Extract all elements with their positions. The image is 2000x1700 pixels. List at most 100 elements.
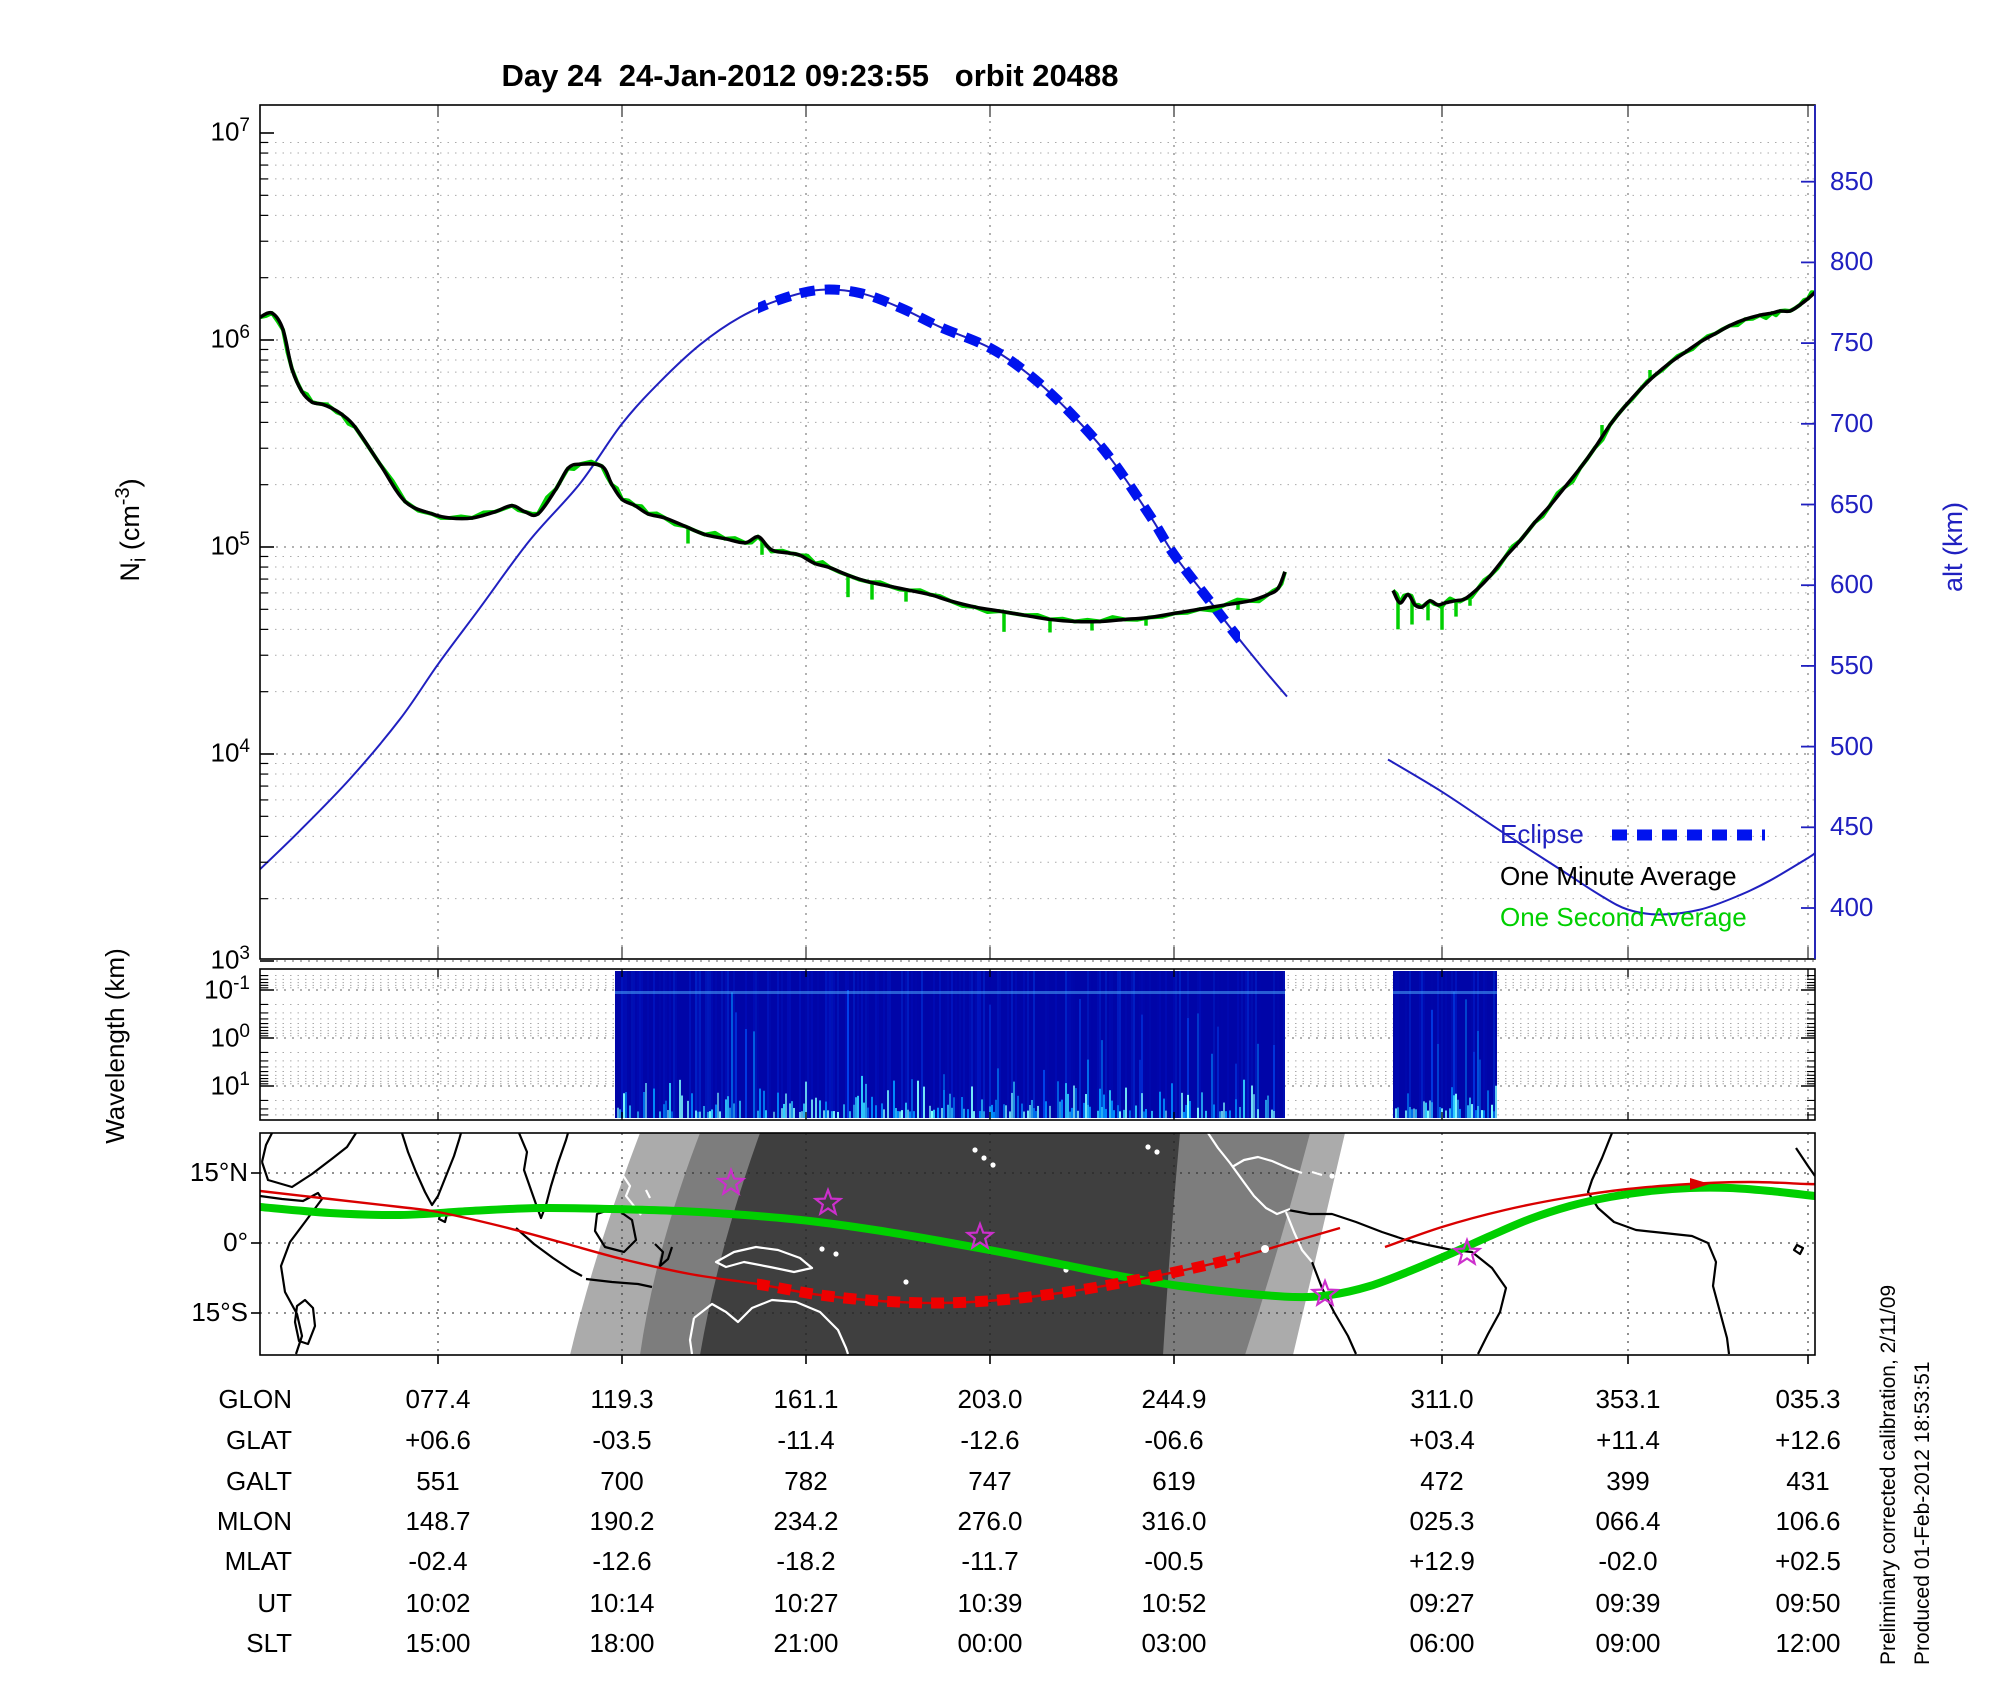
table-cell: 09:50 [1775,1588,1841,1618]
table-cell: -12.6 [592,1546,652,1576]
table-cell: 10:14 [589,1588,655,1618]
table-cell: 353.1 [1595,1384,1661,1414]
one-second-average-curve [260,290,1815,633]
alt-tick-label: 800 [1830,246,1874,277]
wavelength-axis-label: Wavelength (km) [100,948,130,1144]
table-row-label: GALT [226,1466,292,1496]
table-cell: -06.6 [1144,1425,1204,1455]
eclipse-altitude-dashes [758,284,1240,649]
wavelength-box [259,968,1816,1121]
wavelength-tick-label: 101 [210,1069,251,1101]
track-marker-dot [1261,1245,1269,1253]
coastline [1231,1155,1303,1175]
table-cell: -00.5 [1144,1546,1204,1576]
table-cell: 09:00 [1595,1628,1661,1658]
coastline [1311,1170,1323,1177]
table-cell: 10:39 [957,1588,1023,1618]
table-cell: 316.0 [1141,1506,1207,1536]
table-cell: 106.6 [1775,1506,1841,1536]
table-row-label: GLAT [226,1425,292,1455]
coastline [645,1189,651,1199]
table-cell: -02.4 [408,1546,468,1576]
table-cell: 09:27 [1409,1588,1475,1618]
alt-tick-label: 400 [1830,892,1874,922]
star-marker [1309,1277,1341,1308]
table-cell: 21:00 [773,1628,839,1658]
map-lat-label: 15°N [189,1157,248,1187]
table-cell: 551 [416,1466,460,1496]
table-cell: 06:00 [1409,1628,1475,1658]
table-cell: 10:02 [405,1588,471,1618]
table-cell: 234.2 [773,1506,839,1536]
coastline [1795,1147,1815,1177]
coastline [654,1243,674,1268]
legend-minute-label: One Minute Average [1500,861,1737,891]
alt-tick-label: 450 [1830,811,1874,842]
table-cell: 399 [1606,1466,1650,1496]
credit-text: Preliminary corrected calibration, 2/11/… [1872,1120,1940,1665]
eclipse-ground-track-dashes [757,1251,1240,1309]
table-cell: +12.9 [1409,1546,1475,1576]
table-cell: 00:00 [957,1628,1023,1658]
table-cell: 077.4 [405,1384,471,1414]
table-cell: 119.3 [590,1384,654,1414]
table-cell: +11.4 [1596,1425,1660,1455]
table-cell: 782 [784,1466,828,1496]
table-cell: 472 [1420,1466,1464,1496]
table-cell: 190.2 [589,1506,655,1536]
track-direction-arrow [1690,1178,1710,1190]
table-cell: +03.4 [1409,1425,1475,1455]
alt-tick-label: 500 [1830,730,1874,761]
coastline [260,1133,273,1163]
table-cell: 025.3 [1409,1506,1475,1536]
table-cell: 619 [1152,1466,1196,1496]
map-lat-label: 15°S [191,1297,248,1327]
table-cell: 10:52 [1141,1588,1207,1618]
ni-tick-label: 106 [210,322,251,354]
credit-line-2: Produced 01-Feb-2012 18:53:51 [1911,1361,1934,1665]
coastline [585,1277,653,1289]
table-row-label: GLON [218,1384,292,1414]
table-cell: 161.1 [773,1384,839,1414]
coastline [1586,1133,1731,1355]
coastline [260,1133,357,1189]
ni-label-sub: i [128,557,151,563]
table-cell: 431 [1786,1466,1830,1496]
table-cell: -11.4 [777,1425,835,1455]
one-minute-average-curve [260,291,1815,624]
ground-track-map [260,1133,1815,1355]
table-cell: +06.6 [405,1425,471,1455]
star-marker [812,1186,844,1217]
alt-tick-label: 550 [1830,649,1874,680]
map-lat-label: 0° [223,1227,248,1257]
table-cell: 311.0 [1410,1384,1474,1414]
table-cell: 03:00 [1141,1628,1207,1658]
table-cell: -02.0 [1598,1546,1658,1576]
ni-tick-label: 103 [210,943,251,975]
main-plot-box [259,104,1816,962]
coastline [515,1227,583,1277]
table-cell: 066.4 [1595,1506,1661,1536]
plot-title: Day 24 24-Jan-2012 09:23:55 orbit 20488 [501,58,1119,93]
star-marker [964,1220,996,1251]
ni-label-end: ) [115,478,145,488]
main-plot-gridlines [260,105,1815,962]
wavelength-tick-label: 100 [210,1021,251,1053]
table-cell: 276.0 [957,1506,1023,1536]
coastline [293,1298,317,1346]
wavelength-tick-label: 10-1 [204,973,250,1005]
alt-tick-label: 750 [1830,327,1874,358]
table-row-label: MLON [216,1506,292,1536]
coastline [688,1317,696,1355]
table-cell: +02.5 [1775,1546,1841,1576]
wavelength-spectrogram [615,971,1497,1118]
ni-axis-label: Ni (cm-3) [112,360,151,700]
table-row-label: SLT [246,1628,292,1658]
table-cell: 10:27 [773,1588,839,1618]
table-cell: +12.6 [1775,1425,1841,1455]
table-row-label: MLAT [224,1546,292,1576]
ground-track-line-b [1384,1180,1815,1249]
coastline [714,1245,814,1274]
